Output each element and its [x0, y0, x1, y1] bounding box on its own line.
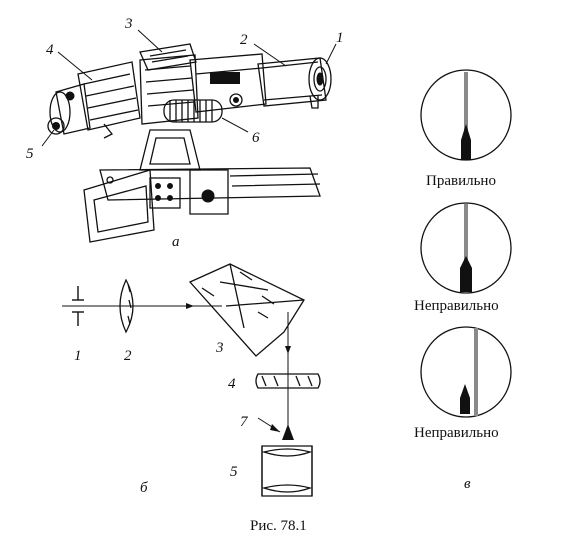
label-5: 5	[26, 146, 34, 162]
label-2: 2	[240, 32, 248, 48]
focusing-spring	[163, 93, 243, 123]
view-incorrect-2	[420, 326, 512, 418]
prism-housing	[139, 43, 197, 71]
view-incorrect-1	[420, 202, 512, 294]
panel-label-b: б	[140, 480, 148, 496]
rail-bed	[83, 167, 321, 243]
label-1: 1	[336, 30, 344, 46]
schematic-label-3: 3	[215, 340, 224, 356]
leader-lines	[41, 29, 337, 147]
mount-support	[139, 129, 201, 171]
main-housing	[139, 53, 267, 125]
state-label-correct: Правильно	[426, 173, 496, 189]
label-6: 6	[252, 130, 260, 146]
schematic-label-7: 7	[240, 414, 249, 430]
eyepiece-lenses	[261, 445, 313, 497]
schematic-label-1: 1	[74, 348, 82, 364]
light-source	[72, 286, 84, 326]
view-correct	[420, 69, 512, 161]
eyepiece-tube	[257, 57, 332, 109]
state-label-incorrect-1: Неправильно	[414, 298, 499, 314]
optical-schematic	[62, 263, 321, 497]
panel-label-v: в	[464, 476, 471, 492]
ray-arrow	[285, 346, 291, 354]
state-label-incorrect-2: Неправильно	[414, 425, 499, 441]
objective-barrel	[47, 61, 141, 139]
schematic-label-5: 5	[230, 464, 238, 480]
label-4: 4	[46, 42, 54, 58]
instrument-illustration	[41, 29, 337, 243]
objective-lens	[255, 373, 321, 389]
figure-caption: Рис. 78.1	[250, 518, 307, 534]
axis-arrow	[186, 303, 194, 309]
panel-label-a: а	[172, 234, 180, 250]
condenser-lens	[119, 278, 134, 334]
prism	[188, 263, 305, 357]
label-3: 3	[124, 16, 133, 32]
pointer-7	[282, 424, 294, 440]
schematic-label-2: 2	[124, 348, 132, 364]
schematic-label-4: 4	[228, 376, 236, 392]
